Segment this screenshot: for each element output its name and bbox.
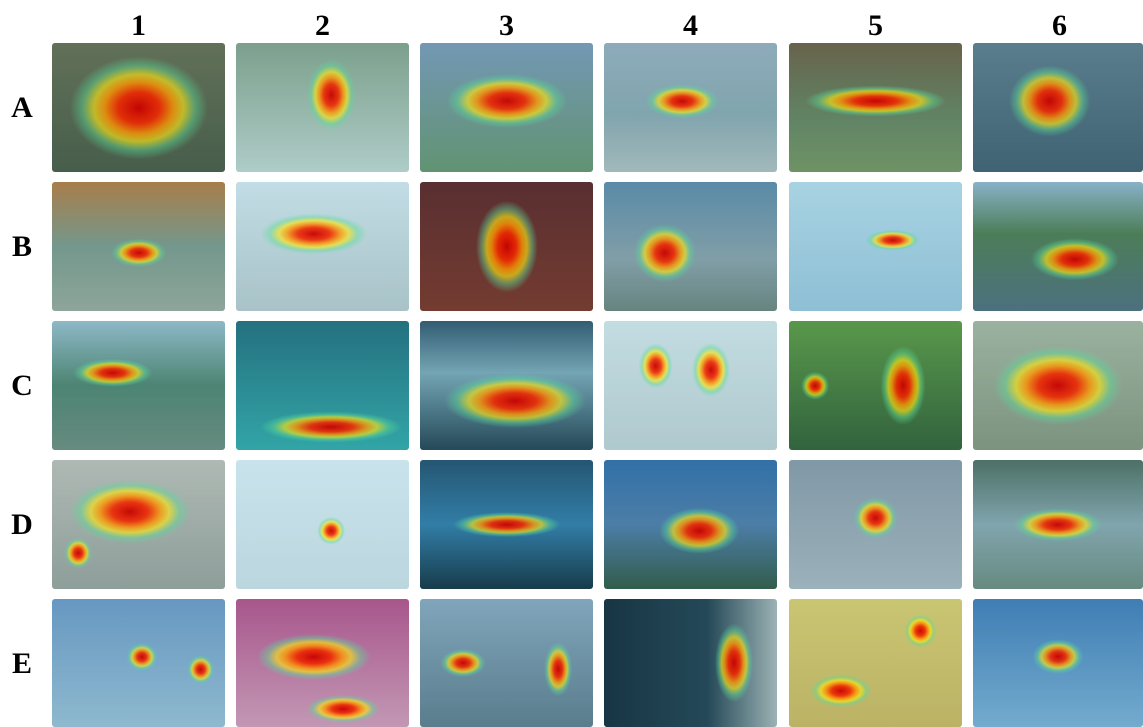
- heatmap-image: [604, 460, 777, 589]
- heatmap-blob: [865, 230, 920, 251]
- row-label: B: [12, 232, 32, 262]
- heatmap-image: [789, 321, 962, 450]
- heatmap-blob: [441, 649, 486, 677]
- heatmap-blob: [805, 86, 947, 117]
- heatmap-image: [973, 182, 1143, 311]
- heatmap-blob: [633, 224, 695, 282]
- column-label: 3: [499, 11, 514, 41]
- heatmap-blob: [1009, 66, 1091, 137]
- heatmap-blob: [545, 643, 573, 697]
- column-label: 6: [1052, 11, 1067, 41]
- row-label: A: [11, 93, 33, 123]
- heatmap-blob: [111, 239, 166, 267]
- heatmap-image: [420, 599, 593, 727]
- heatmap-image: [973, 599, 1143, 727]
- heatmap-blob: [446, 74, 567, 128]
- column-label: 2: [315, 11, 330, 41]
- heatmap-blob: [307, 695, 380, 723]
- heatmap-image: [420, 460, 593, 589]
- heatmap-blob: [646, 84, 719, 118]
- heatmap-blob: [317, 517, 345, 545]
- heatmap-blob: [692, 343, 730, 397]
- heatmap-blob: [1031, 239, 1119, 280]
- heatmap-blob: [307, 59, 355, 130]
- heatmap-blob: [69, 479, 190, 544]
- heatmap-blob: [801, 371, 829, 399]
- heatmap-blob: [444, 374, 586, 428]
- heatmap-tint: [604, 321, 777, 450]
- heatmap-image: [236, 460, 409, 589]
- heatmap-image: [52, 460, 225, 589]
- heatmap-image: [789, 182, 962, 311]
- row-label: D: [11, 510, 33, 540]
- heatmap-image: [420, 182, 593, 311]
- heatmap-blob: [69, 56, 207, 159]
- heatmap-image: [973, 43, 1143, 172]
- heatmap-image: [789, 599, 962, 727]
- heatmap-image: [236, 182, 409, 311]
- heatmap-image: [52, 182, 225, 311]
- heatmap-blob: [64, 537, 92, 568]
- heatmap-blob: [993, 346, 1122, 426]
- heatmap-image: [236, 321, 409, 450]
- heatmap-blob: [260, 411, 402, 442]
- heatmap-image: [789, 43, 962, 172]
- heatmap-blob: [881, 346, 926, 426]
- heatmap-image: [52, 599, 225, 727]
- heatmap-blob: [126, 643, 157, 671]
- heatmap-image: [420, 321, 593, 450]
- column-label: 4: [683, 11, 698, 41]
- column-label: 1: [131, 11, 146, 41]
- heatmap-tint: [789, 599, 962, 727]
- heatmap-blob: [73, 358, 153, 386]
- heatmap-image: [973, 321, 1143, 450]
- heatmap-image: [52, 43, 225, 172]
- row-label: C: [11, 371, 33, 401]
- heatmap-blob: [810, 675, 872, 708]
- heatmap-blob: [453, 512, 560, 538]
- heatmap-image: [789, 460, 962, 589]
- heatmap-blob: [853, 497, 898, 538]
- heatmap-blob: [187, 655, 215, 683]
- heatmap-blob: [715, 623, 753, 702]
- heatmap-image: [604, 182, 777, 311]
- heatmap-blob: [905, 614, 936, 647]
- heatmap-image: [973, 460, 1143, 589]
- column-label: 5: [868, 11, 883, 41]
- page: (() => { const data = JSON.parse(documen…: [0, 0, 1143, 727]
- heatmap-blob: [260, 213, 367, 254]
- heatmap-blob: [1033, 639, 1084, 675]
- heatmap-image: [604, 321, 777, 450]
- heatmap-blob: [257, 634, 371, 680]
- row-label: E: [12, 649, 32, 679]
- heatmap-image: [52, 321, 225, 450]
- heatmap-blob: [1014, 508, 1102, 542]
- heatmap-blob: [639, 344, 674, 389]
- heatmap-blob: [475, 200, 537, 293]
- heatmap-image: [420, 43, 593, 172]
- heatmap-image: [604, 599, 777, 727]
- heatmap-image: [236, 599, 409, 727]
- heatmap-blob: [659, 508, 739, 554]
- heatmap-image: [604, 43, 777, 172]
- heatmap-image: [236, 43, 409, 172]
